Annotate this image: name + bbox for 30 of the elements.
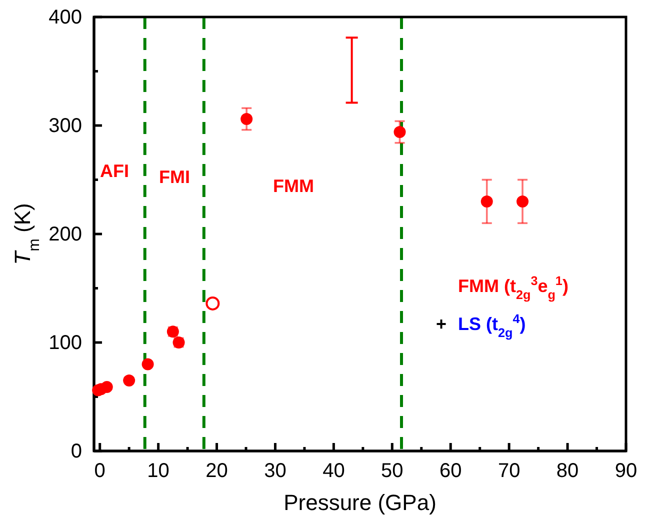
annotation: LS (t$_{2g}$$^{4}$)	[458, 312, 526, 340]
point	[123, 374, 136, 386]
y-tick-label: 300	[48, 114, 82, 137]
point	[206, 296, 220, 310]
point	[480, 195, 493, 208]
x-tick-label: 40	[322, 460, 345, 482]
x-tick-label: 30	[264, 460, 286, 482]
y-tick-label: 100	[48, 332, 82, 354]
point	[100, 380, 113, 393]
x-tick-label: 20	[206, 460, 228, 482]
x-tick-label: 60	[439, 460, 462, 482]
y-tick-label: 400	[48, 6, 82, 28]
point	[516, 195, 529, 208]
y-tick-label: 0	[70, 440, 82, 462]
x-tick-label: 10	[147, 460, 170, 482]
x-tick-label: 80	[556, 460, 579, 482]
x-tick-label: 70	[498, 460, 520, 482]
y-tick-label: 200	[48, 223, 82, 246]
annotation: AFI	[100, 161, 129, 181]
x-tick-label: 50	[381, 460, 404, 482]
point	[142, 358, 154, 370]
point	[240, 112, 253, 125]
point	[394, 126, 406, 138]
x-tick-label: 0	[94, 460, 106, 482]
annotation: FMI	[159, 167, 190, 187]
x-tick-label: 90	[614, 460, 638, 482]
annotation: FMM (t$_{2g}$$^{3}$e$_{g}$$^{1}$)	[458, 274, 568, 302]
annotation: FMM	[273, 176, 314, 196]
annotation: +	[436, 314, 447, 334]
x-axis-title: Pressure (GPa)	[284, 490, 436, 515]
